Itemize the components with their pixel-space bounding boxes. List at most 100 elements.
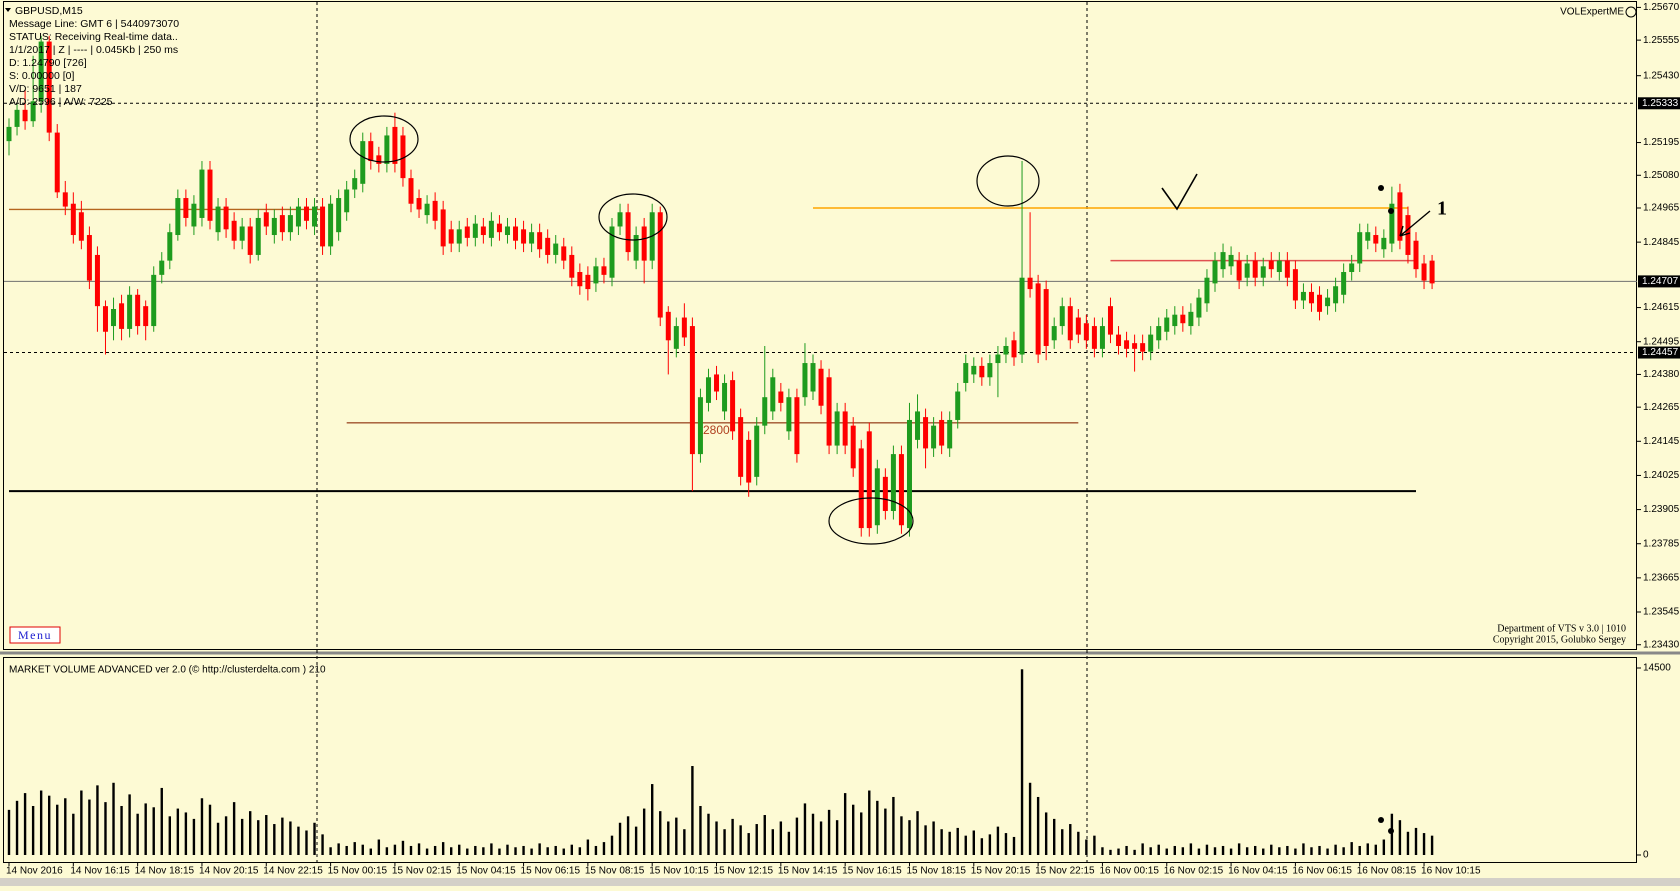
candle-body: [738, 417, 744, 477]
symbol: GBPUSD,M15: [15, 5, 83, 17]
candle-body: [287, 215, 293, 233]
candle-body: [416, 198, 422, 210]
volume-bar: [1181, 847, 1185, 855]
volume-bar: [586, 839, 590, 855]
candle-body: [14, 109, 20, 127]
volume-bar: [289, 821, 292, 855]
volume-bar: [64, 798, 67, 855]
volume-bar: [23, 793, 27, 855]
candle-body: [1132, 343, 1138, 349]
volume-bar: [578, 847, 582, 855]
volume-bar: [626, 816, 630, 855]
candle-body: [344, 189, 350, 213]
volume-title: MARKET VOLUME ADVANCED ver 2.0 (© http:/…: [9, 665, 326, 676]
volume-bar: [715, 821, 718, 855]
x-tick-label: 15 Nov 22:15: [1035, 866, 1095, 877]
candle-body: [923, 417, 929, 449]
candle-body: [1268, 260, 1274, 270]
volume-bar: [184, 812, 188, 855]
volume-bar: [160, 787, 163, 855]
candle-body: [963, 363, 969, 383]
candle-body: [127, 294, 133, 329]
credit-line: Copyright 2015, Golubko Sergey: [1493, 634, 1626, 645]
candle-body: [1421, 263, 1427, 281]
candle-body: [352, 178, 358, 190]
candle-body: [786, 397, 792, 432]
x-tick-label: 16 Nov 10:15: [1421, 866, 1481, 877]
volume-bar: [1069, 824, 1072, 855]
volume-bar: [739, 825, 742, 855]
candle-body: [561, 246, 567, 261]
x-tick-label: 14 Nov 22:15: [263, 866, 323, 877]
candle-body: [1196, 297, 1202, 318]
candle-body: [955, 391, 961, 420]
status-line: 1/1/2017 | Z | ---- | 0.045Kb | 250 ms: [9, 44, 178, 56]
candle-body: [730, 380, 736, 432]
candle-body: [440, 209, 446, 247]
volume-bar: [1237, 843, 1241, 855]
volume-bar: [1374, 844, 1377, 855]
volume-bar: [1262, 848, 1265, 855]
volume-bar: [803, 803, 807, 855]
volume-bar: [200, 798, 204, 855]
candle-body: [54, 132, 60, 193]
indicator-name: VOLExpertME: [1560, 7, 1624, 18]
volume-bar: [1117, 848, 1120, 855]
candle-body: [1091, 326, 1097, 349]
candle-body: [480, 226, 486, 236]
volume-bar: [1286, 845, 1289, 855]
candle-body: [1284, 260, 1290, 278]
candle-body: [1317, 294, 1323, 312]
volume-bar: [779, 821, 783, 855]
volume-bar: [747, 833, 750, 855]
volume-bar: [353, 842, 356, 855]
candle-body: [545, 237, 551, 255]
candle-body: [1357, 232, 1363, 264]
volume-bar: [1093, 835, 1096, 855]
menu-button[interactable]: [9, 626, 61, 644]
volume-bar: [88, 799, 91, 855]
volume-bar: [562, 848, 565, 855]
candle-body: [665, 311, 671, 341]
candle-body: [866, 431, 872, 529]
x-tick-label: 16 Nov 00:15: [1099, 866, 1159, 877]
volume-bar: [1270, 844, 1273, 855]
volume-bar: [1044, 812, 1048, 855]
status-line: Message Line: GMT 6 | 5440973070: [9, 18, 179, 30]
candle-body: [263, 212, 269, 227]
y-tick-label: 1.24965: [1643, 203, 1680, 214]
candle-body: [159, 260, 165, 275]
candle-body: [657, 212, 663, 318]
volume-bar: [876, 800, 879, 855]
y-tick-label: 1.24025: [1643, 470, 1680, 481]
candle-body: [1260, 266, 1266, 278]
candle-body: [810, 363, 816, 392]
volume-bar: [892, 796, 895, 855]
candle-body: [1027, 277, 1033, 290]
volume-bar: [474, 845, 477, 855]
candle-body: [448, 229, 454, 244]
x-tick-label: 14 Nov 2016: [6, 866, 63, 877]
volume-bar: [1414, 827, 1418, 855]
candle-body: [1325, 297, 1331, 307]
candle-body: [995, 354, 1001, 364]
x-tick-label: 15 Nov 16:15: [842, 866, 902, 877]
candle-body: [834, 411, 840, 446]
level-label-box: [1638, 275, 1680, 288]
y-tick-label: 1.24265: [1643, 402, 1680, 413]
volume-bar: [104, 802, 107, 855]
x-tick-label: 14 Nov 16:15: [70, 866, 130, 877]
candle-body: [1228, 254, 1234, 267]
volume-bar: [1382, 839, 1386, 855]
y-tick-label: 1.24615: [1643, 302, 1680, 313]
status-line: STATUS: Receiving Real-time data..: [9, 31, 178, 43]
volume-bar: [948, 831, 951, 855]
candle-body: [754, 425, 760, 477]
volume-bar: [787, 831, 791, 855]
menu-label[interactable]: Menu: [18, 628, 52, 642]
volume-bar: [1141, 843, 1144, 855]
candle-body: [167, 232, 173, 261]
candle-body: [601, 266, 607, 275]
candle-body: [641, 226, 647, 261]
status-line: V/D: 9651 | 187: [9, 83, 82, 95]
